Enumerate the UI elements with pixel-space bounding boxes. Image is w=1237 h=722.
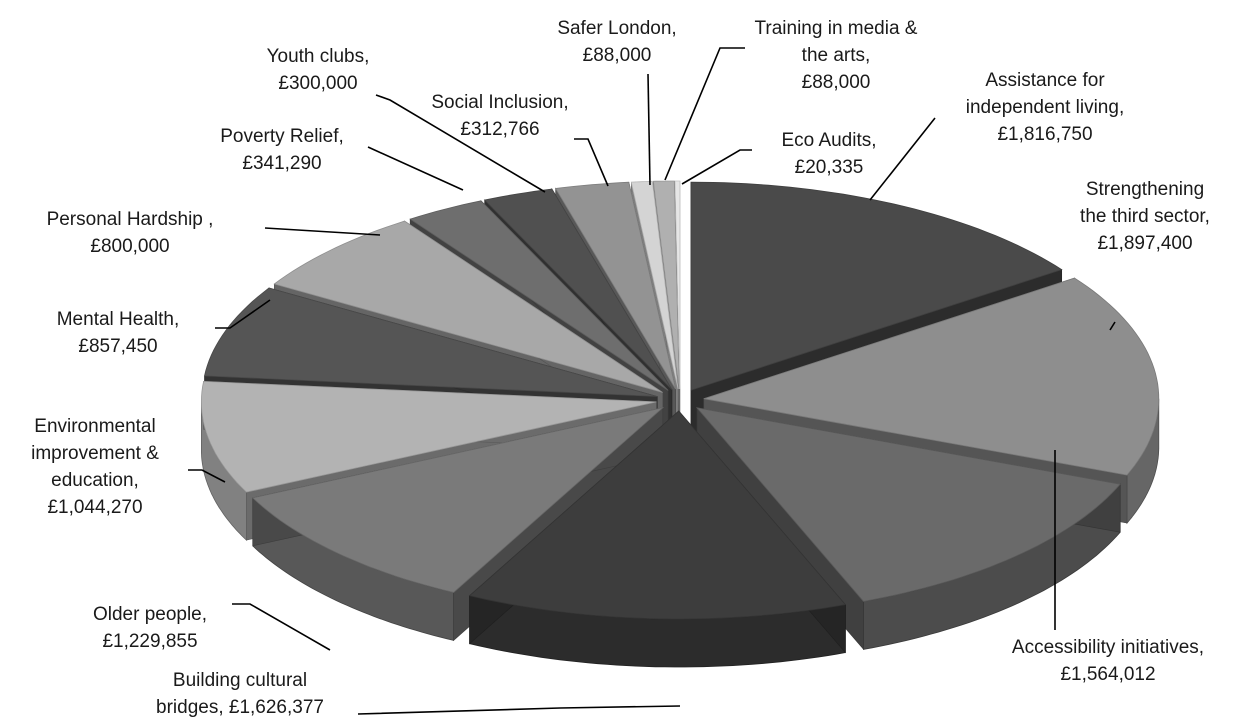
data-label: Assistance for independent living, £1,816,… (966, 70, 1124, 145)
data-label-line: education, (51, 470, 139, 491)
data-label-line: £300,000 (278, 73, 357, 94)
data-label-line: the third sector, (1080, 206, 1210, 227)
data-label-line: Personal Hardship , (47, 209, 214, 230)
data-label-line: improvement & (31, 443, 159, 464)
data-label-line: Safer London, (557, 18, 676, 39)
pie-slice-top (251, 406, 665, 593)
data-label-line: £1,564,012 (1060, 664, 1155, 685)
leader-line (664, 47, 745, 181)
labels-layer: Assistance for independent living, £1,816,… (31, 18, 1210, 718)
pie-slice-top (695, 407, 1121, 602)
leader-line (188, 469, 226, 483)
pie-slice-top (468, 410, 847, 620)
pie-slice-top (204, 287, 658, 397)
data-label-line: £1,816,750 (997, 124, 1092, 145)
data-label: Accessibility initiatives, £1,564,012 (1012, 637, 1204, 685)
data-label: Personal Hardship , £800,000 (47, 209, 214, 257)
data-label-line: Building cultural (173, 670, 307, 691)
leader-line (215, 299, 271, 329)
leader-line (1109, 321, 1116, 331)
data-label-line: Assistance for (985, 70, 1105, 91)
data-label-line: Youth clubs, (267, 46, 370, 67)
data-label-line: £88,000 (802, 72, 871, 93)
pie-slice-top (674, 180, 681, 390)
data-label-line: £20,335 (795, 157, 864, 178)
data-label-line: Environmental (34, 416, 155, 437)
pie-slice-top (409, 200, 669, 391)
pie-slice-top (690, 181, 1063, 391)
data-label: Environmental improvement & education, £1,0… (31, 416, 159, 518)
data-label-line: £1,897,400 (1097, 233, 1192, 254)
data-label: Safer London, £88,000 (557, 18, 676, 66)
data-label: Youth clubs, £300,000 (267, 46, 370, 94)
leader-line (232, 603, 331, 651)
data-label-line: £800,000 (90, 236, 169, 257)
data-label: Mental Health, £857,450 (57, 309, 180, 357)
pie-slice-top (483, 188, 673, 390)
pie-slice-top (652, 180, 680, 390)
data-label-line: £312,766 (460, 119, 539, 140)
data-label-line: independent living, (966, 97, 1124, 118)
data-label-line: £1,229,855 (102, 631, 197, 652)
leader-line (869, 117, 936, 201)
data-label-line: Training in media & (755, 18, 918, 39)
data-label-line: Eco Audits, (781, 130, 876, 151)
data-label-line: Mental Health, (57, 309, 180, 330)
data-label: Strengthening the third sector, £1,897,400 (1080, 179, 1210, 254)
data-label: Poverty Relief, £341,290 (220, 126, 344, 174)
data-label: Training in media & the arts, £88,000 (755, 18, 918, 93)
slices-layer (200, 180, 1160, 668)
pie-slice-top (554, 181, 676, 390)
data-label: Social Inclusion, £312,766 (431, 92, 568, 140)
data-label: Older people, £1,229,855 (93, 604, 207, 652)
data-label-line: Social Inclusion, (431, 92, 568, 113)
data-label: Eco Audits, £20,335 (781, 130, 876, 178)
data-label-line: £341,290 (242, 153, 321, 174)
leader-line (574, 138, 609, 187)
data-label-line: £1,044,270 (47, 497, 142, 518)
leader-line (367, 146, 464, 191)
data-label-line: Poverty Relief, (220, 126, 344, 147)
pie-slice-top (703, 277, 1160, 476)
data-label-line: Strengthening (1086, 179, 1204, 200)
data-label-line: Older people, (93, 604, 207, 625)
leader-line (681, 149, 752, 185)
pie-slice-top (200, 380, 657, 493)
data-label-line: £88,000 (583, 45, 652, 66)
leader-line (357, 705, 681, 715)
pie-slice (468, 410, 847, 668)
leader-line (264, 227, 381, 236)
pie-slice-top (273, 220, 663, 393)
data-label-line: Accessibility initiatives, (1012, 637, 1204, 658)
leader-line (647, 73, 651, 186)
leader-line (375, 94, 546, 193)
data-label: Building cultural bridges, £1,626,377 (156, 670, 324, 718)
data-label-line: £857,450 (78, 336, 157, 357)
data-label-line: the arts, (802, 45, 871, 66)
data-label-line: bridges, £1,626,377 (156, 697, 324, 718)
